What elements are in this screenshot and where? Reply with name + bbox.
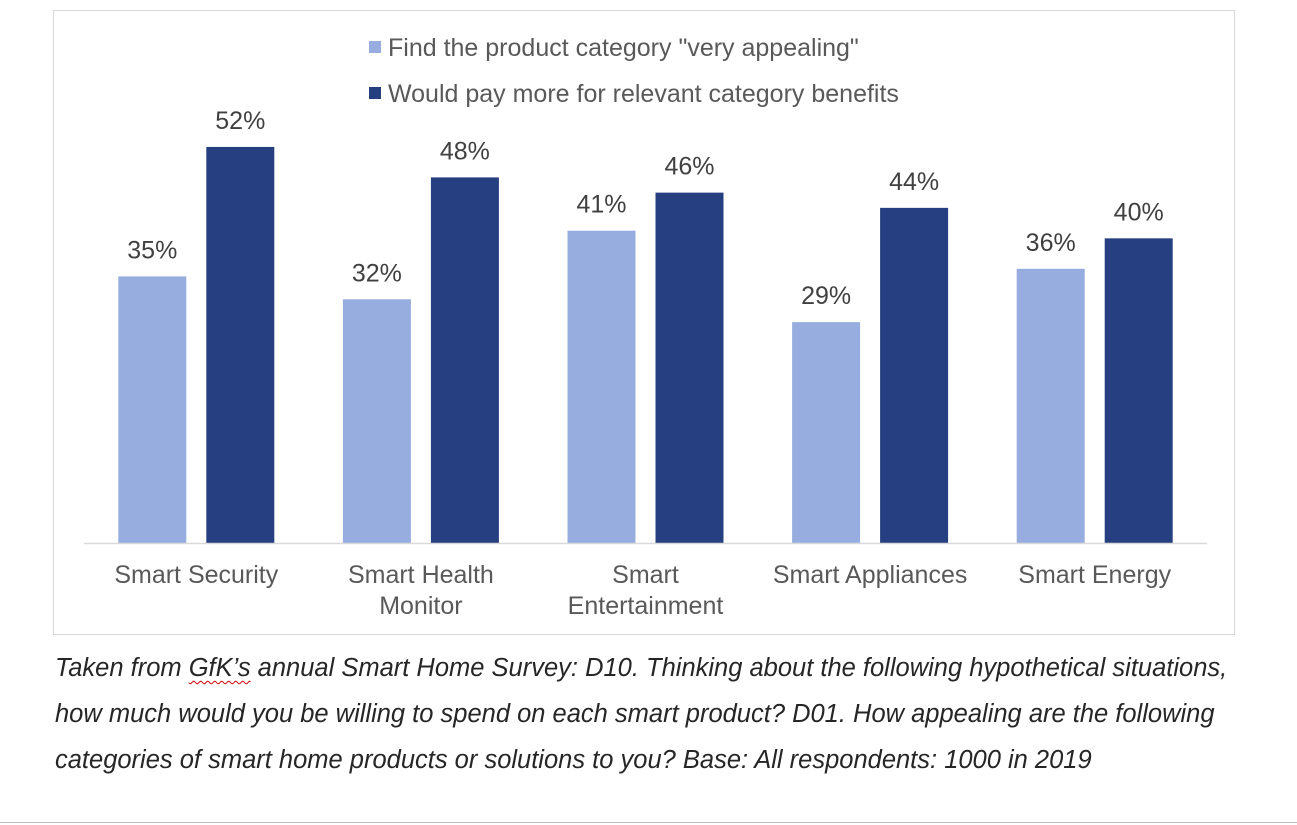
legend-swatch-2 [369, 87, 381, 99]
bar-series2-cat4 [880, 207, 949, 543]
category-label-2-line1: Smart Health [348, 561, 494, 589]
data-label-series1-cat1: 35% [127, 236, 177, 264]
legend-label-2: Would pay more for relevant category ben… [388, 80, 899, 108]
category-label-2-line2: Monitor [379, 592, 462, 620]
data-label-series2-cat4: 44% [889, 168, 939, 196]
bar-series1-cat3 [567, 230, 636, 543]
data-label-series2-cat5: 40% [1114, 198, 1164, 226]
bar-series2-cat2 [430, 177, 499, 543]
legend-swatch-1 [369, 41, 381, 53]
caption-rest: annual Smart Home Survey: D10. Thinking … [55, 654, 1228, 774]
bar-series1-cat4 [792, 322, 861, 543]
data-label-series1-cat5: 36% [1026, 229, 1076, 257]
bar-series1-cat2 [342, 299, 411, 543]
chart-frame: Find the product category "very appealin… [53, 10, 1235, 635]
bar-chart: Find the product category "very appealin… [84, 34, 1207, 620]
category-label-3-line2: Entertainment [568, 592, 724, 620]
category-label-5-line1: Smart Energy [1018, 561, 1171, 589]
data-label-series1-cat4: 29% [801, 282, 851, 310]
bar-series2-cat3 [655, 192, 724, 543]
bar-series2-cat5 [1104, 238, 1173, 544]
data-label-series1-cat2: 32% [352, 259, 402, 287]
bar-series1-cat1 [118, 276, 187, 543]
data-label-series1-cat3: 41% [576, 191, 626, 219]
category-label-4-line1: Smart Appliances [773, 561, 968, 589]
data-label-series2-cat3: 46% [664, 153, 714, 181]
category-label-3-line1: Smart [612, 561, 679, 589]
legend-label-1: Find the product category "very appealin… [388, 34, 859, 62]
category-label-1-line1: Smart Security [114, 561, 278, 589]
bar-series2-cat1 [206, 146, 275, 543]
data-label-series2-cat2: 48% [440, 137, 490, 165]
caption-prefix: Taken from [55, 654, 189, 682]
source-caption: Taken from GfK’s annual Smart Home Surve… [55, 645, 1235, 783]
bottom-divider [0, 822, 1297, 823]
bar-series1-cat5 [1016, 268, 1085, 543]
data-label-series2-cat1: 52% [215, 107, 265, 135]
caption-gfk: GfK’s [188, 654, 251, 682]
